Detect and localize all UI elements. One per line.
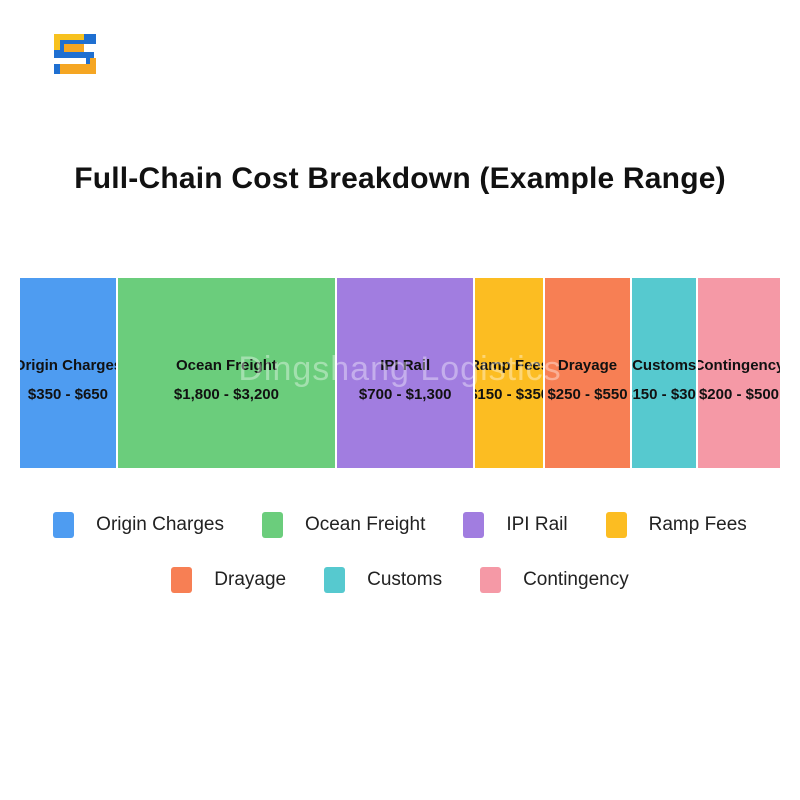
legend-label: Customs: [367, 569, 443, 590]
chart-legend: Origin Charges Ocean Freight IPI Rail Ramp …: [0, 508, 800, 618]
segment-label: Ocean Freight: [176, 357, 277, 374]
segment-value: $350 - $650: [27, 386, 108, 403]
legend-row: Drayage Customs Contingency: [0, 563, 800, 597]
chart-title: Full-Chain Cost Breakdown (Example Range…: [74, 162, 726, 195]
segment-label: Customs: [632, 357, 697, 374]
legend-item-contingency: Contingency: [480, 567, 629, 593]
legend-label: Ocean Freight: [304, 514, 426, 535]
legend-item-customs: Customs: [324, 567, 442, 593]
segment-label: Contingency: [698, 357, 780, 374]
bar-segment-customs: Customs $150 - $300: [632, 278, 699, 468]
legend-item-origin-charges: Origin Charges: [53, 512, 224, 538]
stacked-cost-bar: Origin Charges $350 - $650 Ocean Freight $1…: [20, 278, 780, 468]
segment-label: Ramp Fees: [475, 357, 542, 374]
legend-row: Origin Charges Ocean Freight IPI Rail Ramp …: [0, 508, 800, 542]
legend-label: Ramp Fees: [648, 514, 747, 535]
segment-value: $700 - $1,300: [358, 386, 452, 403]
legend-swatch: [463, 512, 485, 538]
legend-swatch: [261, 512, 283, 538]
segment-value: $250 - $550: [547, 386, 628, 403]
legend-swatch: [480, 567, 502, 593]
legend-item-drayage: Drayage: [171, 567, 286, 593]
legend-item-ramp-fees: Ramp Fees: [605, 512, 747, 538]
legend-label: Contingency: [523, 569, 629, 590]
segment-value: $200 - $500: [698, 386, 780, 403]
legend-item-ocean-freight: Ocean Freight: [261, 512, 426, 538]
legend-swatch: [605, 512, 627, 538]
bar-segment-drayage: Drayage $250 - $550: [544, 278, 633, 468]
bar-segment-contingency: Contingency $200 - $500: [698, 278, 780, 468]
segment-value: $1,800 - $3,200: [173, 386, 279, 403]
bar-segment-origin-charges: Origin Charges $350 - $650: [20, 278, 118, 468]
bar-segment-ocean-freight: Ocean Freight $1,800 - $3,200: [117, 278, 337, 468]
logistics-logo-icon: [50, 30, 100, 78]
legend-label: IPI Rail: [506, 514, 568, 535]
segment-value: $150 - $300: [632, 386, 696, 403]
legend-swatch: [53, 512, 75, 538]
bar-segment-ipi-rail: IPI Rail $700 - $1,300: [336, 278, 476, 468]
legend-swatch: [171, 567, 193, 593]
segment-label: Drayage: [557, 357, 618, 374]
legend-item-ipi-rail: IPI Rail: [463, 512, 568, 538]
segment-label: Origin Charges: [20, 357, 118, 374]
bar-segment-ramp-fees: Ramp Fees $150 - $350: [475, 278, 545, 468]
legend-label: Drayage: [214, 569, 287, 590]
legend-swatch: [324, 567, 346, 593]
segment-value: $150 - $350: [475, 386, 542, 403]
legend-label: Origin Charges: [96, 514, 224, 535]
segment-label: IPI Rail: [380, 357, 431, 374]
